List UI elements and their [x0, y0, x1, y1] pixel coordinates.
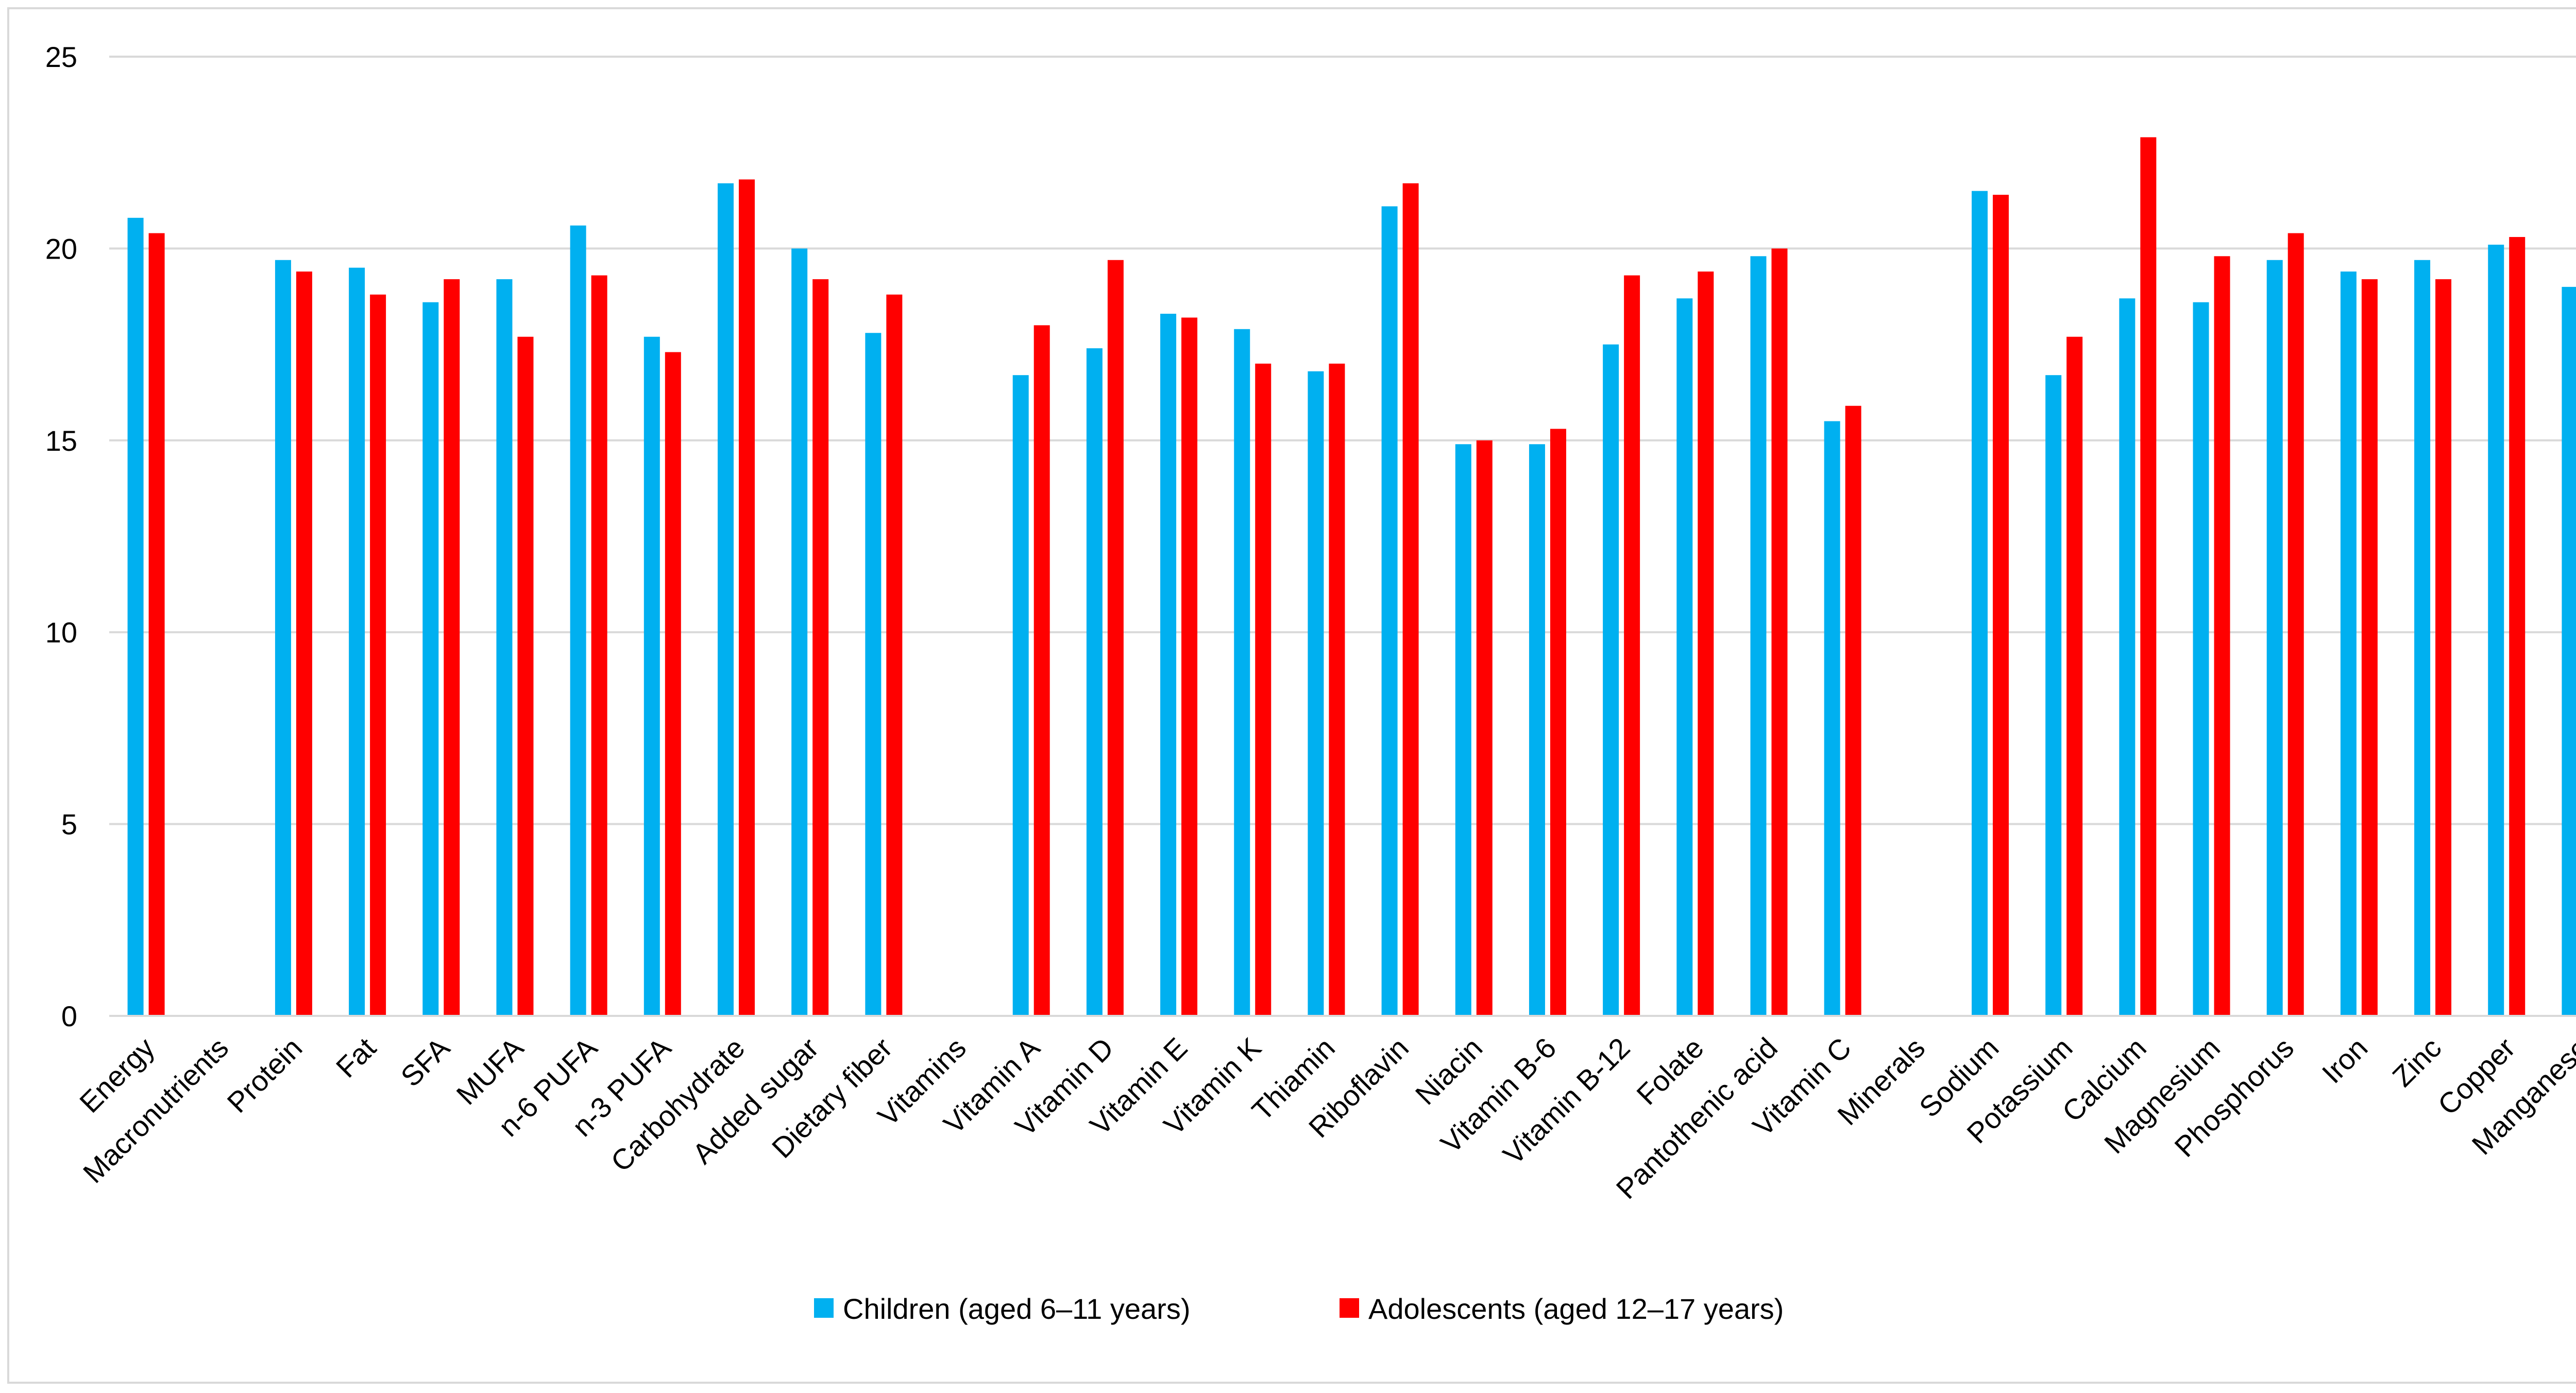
bar-children	[1603, 344, 1619, 1016]
bar-children	[1308, 371, 1324, 1016]
bar-adolescents	[1476, 440, 1493, 1016]
bar-children	[2119, 298, 2136, 1016]
bar-adolescents	[1624, 275, 1640, 1016]
y-tick-label: 10	[45, 616, 77, 649]
bar-adolescents	[812, 279, 829, 1016]
bar-adolescents	[517, 336, 534, 1016]
legend-swatch-children	[814, 1298, 834, 1318]
bar-children	[2340, 271, 2357, 1016]
bar-children	[643, 336, 660, 1016]
bar-children	[791, 248, 808, 1016]
bar-adolescents	[1771, 248, 1788, 1016]
bar-children	[2045, 375, 2062, 1016]
legend-label-adolescents: Adolescents (aged 12–17 years)	[1368, 1293, 1784, 1325]
bar-children	[2193, 302, 2209, 1016]
bar-children	[718, 183, 734, 1016]
bar-adolescents	[1845, 405, 1861, 1016]
y-tick-label: 20	[45, 232, 77, 265]
bar-adolescents	[1107, 260, 1124, 1016]
bar-children	[1824, 421, 1840, 1016]
bar-adolescents	[1993, 195, 2009, 1016]
bar-children	[1160, 314, 1177, 1016]
bar-children	[2562, 286, 2576, 1016]
bar-adolescents	[1698, 271, 1714, 1016]
x-category-label: Vitamin B-12	[1497, 1031, 1636, 1171]
legend: Children (aged 6–11 years) Adolescents (a…	[814, 1293, 1784, 1325]
bar-adolescents	[2066, 336, 2083, 1016]
y-tick-label: 15	[45, 424, 77, 457]
bar-adolescents	[2140, 137, 2157, 1016]
legend-label-children: Children (aged 6–11 years)	[843, 1293, 1190, 1325]
y-tick-label: 25	[45, 41, 77, 73]
bar-children	[496, 279, 513, 1016]
bar-adolescents	[1255, 363, 1272, 1016]
bar-children	[1086, 348, 1103, 1016]
bar-adolescents	[739, 179, 755, 1016]
bar-adolescents	[591, 275, 607, 1016]
bar-adolescents	[1033, 325, 1050, 1016]
bar-children	[1529, 444, 1545, 1016]
bar-adolescents	[1402, 183, 1419, 1016]
bar-adolescents	[1550, 429, 1566, 1016]
bar-children	[1234, 329, 1250, 1016]
bar-adolescents	[148, 233, 165, 1016]
bar-children	[1012, 375, 1029, 1016]
x-category-label: Protein	[221, 1031, 308, 1119]
y-axis-ticks: 0 5 10 15 20 25	[45, 41, 77, 1032]
bar-children	[2488, 244, 2504, 1016]
bar-adolescents	[2287, 233, 2304, 1016]
bar-adolescents	[296, 271, 312, 1016]
bar-children	[422, 302, 439, 1016]
bar-children	[1455, 444, 1471, 1016]
bar-children	[1750, 256, 1767, 1016]
bars	[127, 137, 2576, 1016]
bar-children	[349, 267, 365, 1016]
x-category-label: Fat	[330, 1031, 382, 1084]
bar-children	[127, 217, 144, 1016]
bar-adolescents	[444, 279, 460, 1016]
bar-adolescents	[1329, 363, 1345, 1016]
legend-swatch-adolescents	[1340, 1298, 1359, 1318]
bar-children	[275, 260, 291, 1016]
bar-adolescents	[370, 294, 386, 1016]
x-category-label: Iron	[2316, 1031, 2374, 1090]
bar-children	[1381, 206, 1398, 1016]
bar-children	[570, 225, 586, 1016]
bar-adolescents	[2509, 237, 2526, 1016]
bar-adolescents	[886, 294, 903, 1016]
x-category-label: Zinc	[2386, 1031, 2447, 1093]
bar-adolescents	[665, 352, 681, 1016]
x-category-label: SFA	[394, 1031, 456, 1093]
bar-children	[865, 333, 882, 1016]
bar-children	[1972, 191, 1988, 1016]
bar-children	[2414, 260, 2431, 1016]
y-tick-label: 5	[61, 808, 77, 841]
bar-adolescents	[2214, 256, 2230, 1016]
bar-adolescents	[2361, 279, 2378, 1016]
bar-children	[1676, 298, 1693, 1016]
y-tick-label: 0	[61, 1000, 77, 1032]
bar-adolescents	[1181, 317, 1198, 1016]
bar-adolescents	[2435, 279, 2452, 1016]
bar-children	[2266, 260, 2283, 1016]
